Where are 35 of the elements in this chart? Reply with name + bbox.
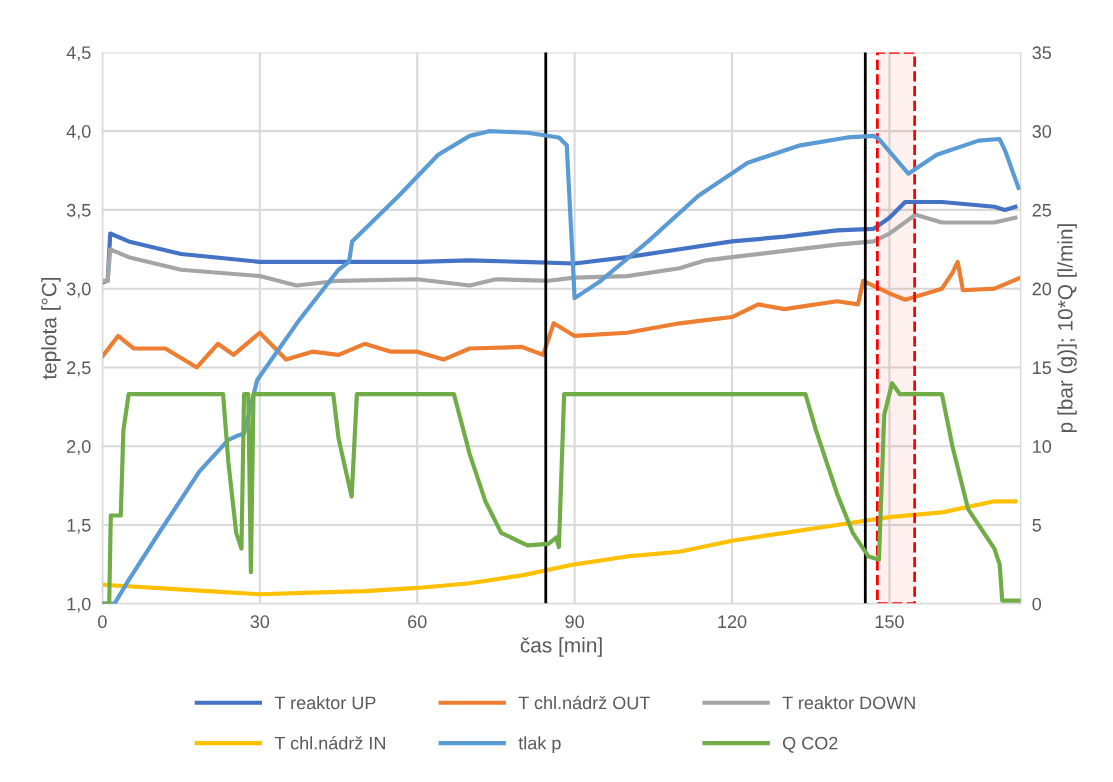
y-axis-title: teplota [°C] <box>41 277 61 380</box>
y2-tick-label: 20 <box>1032 282 1052 296</box>
y-tick-label: 4,0 <box>66 125 91 141</box>
legend-label: tlak p <box>518 736 561 754</box>
y-tick-label: 3,0 <box>66 282 91 298</box>
legend-label: Q CO2 <box>783 736 838 753</box>
y2-tick-label: 30 <box>1032 125 1052 138</box>
x-axis-title: čas [min] <box>520 637 602 657</box>
x-tick-label: 150 <box>875 615 904 629</box>
y2-tick-label: 0 <box>1032 597 1042 611</box>
legend-label: T chl.nádrž IN <box>274 736 385 750</box>
line-series <box>102 499 1018 597</box>
x-tick-label: 0 <box>98 615 107 629</box>
y2-tick-label: 35 <box>1032 46 1052 60</box>
y-tick-label: 2,0 <box>67 440 91 456</box>
y-tick-label: 4,5 <box>66 46 91 62</box>
y-tick-label: 1,0 <box>67 597 91 613</box>
x-tick-label: 90 <box>565 615 584 629</box>
y2-axis-title: p [bar (g)]; 10*Q [l/min] <box>1057 224 1077 433</box>
y2-tick-label: 15 <box>1033 361 1052 375</box>
line-series <box>102 212 1018 288</box>
x-tick-label: 60 <box>408 615 427 629</box>
y-tick-label: 2,5 <box>67 361 91 377</box>
y-tick-label: 3,5 <box>66 203 91 219</box>
y-tick-label: 1,5 <box>67 519 91 534</box>
line-series <box>102 199 1018 285</box>
y2-tick-label: 10 <box>1033 440 1052 453</box>
legend-label: T reaktor UP <box>274 695 376 710</box>
legend-label: T reaktor DOWN <box>782 695 915 710</box>
x-tick-label: 120 <box>718 615 747 629</box>
y2-tick-label: 5 <box>1032 519 1042 532</box>
legend-label: T chl.nádrž OUT <box>518 695 650 710</box>
y2-tick-label: 25 <box>1032 203 1052 217</box>
x-tick-label: 30 <box>250 615 270 629</box>
line-series <box>102 259 1021 370</box>
